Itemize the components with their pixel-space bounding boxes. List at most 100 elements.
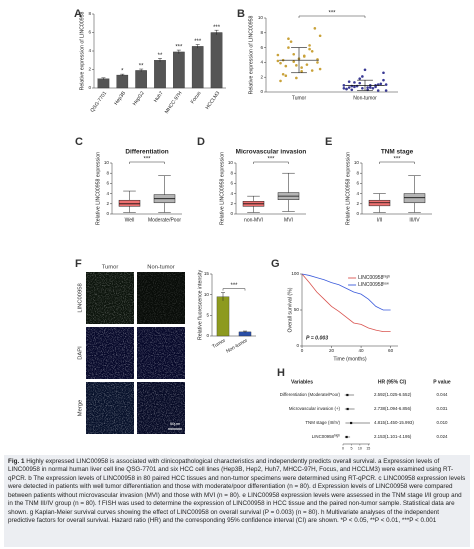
- dot: [295, 64, 298, 67]
- hr-point: [346, 393, 349, 397]
- x-tick-label: MVI: [284, 217, 293, 223]
- dot: [310, 69, 314, 72]
- dot: [287, 37, 290, 41]
- hr-label: 2.592(1.025-6.552): [374, 392, 412, 397]
- y-tick-label: 4: [260, 60, 263, 65]
- dot: [316, 61, 319, 64]
- dot: [281, 72, 285, 76]
- variable-text: LINC00958: [312, 434, 335, 439]
- dot: [284, 74, 288, 78]
- variable-name: LINC00958high: [312, 433, 340, 439]
- figure: Tumor Non-tumor LINC00958 DAPI Merge 50μ…: [74, 8, 451, 451]
- scale-bar-label: 50μm: [170, 421, 181, 426]
- dot: [361, 87, 364, 90]
- bar-annotation: ***: [175, 45, 183, 51]
- y-tick-label: 100: [291, 271, 299, 276]
- bar-annotation: ***: [194, 39, 202, 45]
- x-axis-label: Time (months): [333, 356, 367, 362]
- dot: [292, 60, 296, 63]
- x-tick-label: 60: [388, 348, 394, 353]
- x-tick-label: III/IV: [409, 217, 420, 223]
- panel-label: A: [74, 8, 82, 20]
- column-header: Variables: [291, 379, 313, 385]
- box: [118, 199, 141, 207]
- y-tick-label: 10: [354, 160, 360, 165]
- y-tick-label: 6: [106, 181, 109, 186]
- y-tick-label: 4: [356, 191, 359, 196]
- variable-text: Differentiation (Moderate/Poor): [280, 392, 341, 397]
- bar: [191, 46, 204, 89]
- variable-text: TNM stage (III/IV): [305, 420, 340, 425]
- column-header: HR (95% CI): [378, 379, 407, 385]
- dot: [379, 82, 383, 86]
- bar: [154, 60, 166, 89]
- bar-annotation: **: [139, 64, 144, 70]
- dot: [347, 86, 351, 89]
- x-tick-label: QSG-7701: [90, 90, 109, 113]
- dot: [345, 87, 348, 91]
- significance-bracket: [379, 161, 415, 164]
- variable-name: Microvascular invasion (+): [289, 406, 341, 411]
- x-tick-label: HepG2: [132, 90, 146, 107]
- bar: [135, 70, 147, 89]
- panel-title: TNM stage: [381, 149, 414, 156]
- fish-images: [86, 272, 185, 434]
- dot: [384, 83, 388, 86]
- hr-label: 2.153(1.101-4.195): [374, 434, 412, 439]
- x-tick-label: Non-tumor: [225, 338, 249, 355]
- y-axis-label: Relative LINC00958 expression: [219, 152, 225, 225]
- x-tick-label: non-MVI: [244, 217, 263, 223]
- dot: [310, 50, 314, 53]
- dot: [382, 78, 385, 82]
- dot: [358, 77, 362, 80]
- dot: [308, 47, 311, 51]
- dot: [302, 54, 306, 58]
- y-tick-label: 2: [260, 74, 263, 79]
- dot: [374, 85, 377, 89]
- significance-bracket: [222, 288, 246, 291]
- y-tick-label: 2: [230, 201, 233, 206]
- y-axis-label: Relative expression of LINC00958: [79, 12, 85, 91]
- image-texture: [137, 382, 185, 434]
- dot: [366, 86, 369, 89]
- y-tick-label: 4: [106, 191, 109, 196]
- column-header: P value: [433, 379, 451, 385]
- y-tick-label: 0: [206, 333, 209, 338]
- y-tick-label: 10: [104, 160, 110, 165]
- bar: [216, 296, 230, 337]
- image-texture: [137, 272, 185, 324]
- hr-point: [350, 421, 353, 425]
- x-tick-label: HCCLM3: [205, 90, 222, 110]
- y-axis-label: Relative expression of LINC00958: [248, 16, 254, 95]
- legend-label: LINC00958low: [358, 281, 389, 288]
- dot: [276, 53, 280, 57]
- significance-label: ***: [230, 283, 238, 289]
- image-texture: [86, 382, 134, 434]
- dot: [279, 61, 282, 65]
- bar-annotation: ***: [213, 25, 221, 31]
- y-tick-label: 8: [106, 170, 109, 175]
- bar-annotation: **: [158, 53, 163, 59]
- dot: [350, 88, 354, 92]
- dot: [376, 89, 380, 92]
- dot: [342, 87, 346, 90]
- bar: [116, 74, 129, 89]
- y-tick-label: 0: [88, 85, 91, 90]
- image-texture: [137, 327, 185, 379]
- legend-sup: low: [383, 281, 389, 285]
- significance-label: ***: [143, 157, 151, 163]
- dot: [353, 81, 356, 84]
- box: [403, 193, 426, 204]
- significance-label: ***: [267, 157, 275, 163]
- dot: [295, 76, 298, 80]
- panel-title: Microvascular invasion: [236, 149, 307, 156]
- dot: [308, 44, 311, 47]
- fish-column: Tumor: [102, 265, 119, 271]
- x-tick-label: 40: [359, 348, 365, 353]
- x-tick-label: I/II: [377, 217, 383, 223]
- dot: [300, 69, 303, 73]
- significance-bracket: [298, 15, 366, 18]
- dot: [292, 52, 296, 56]
- variable-text: Microvascular invasion (+): [289, 406, 341, 411]
- y-tick-label: 8: [260, 30, 263, 35]
